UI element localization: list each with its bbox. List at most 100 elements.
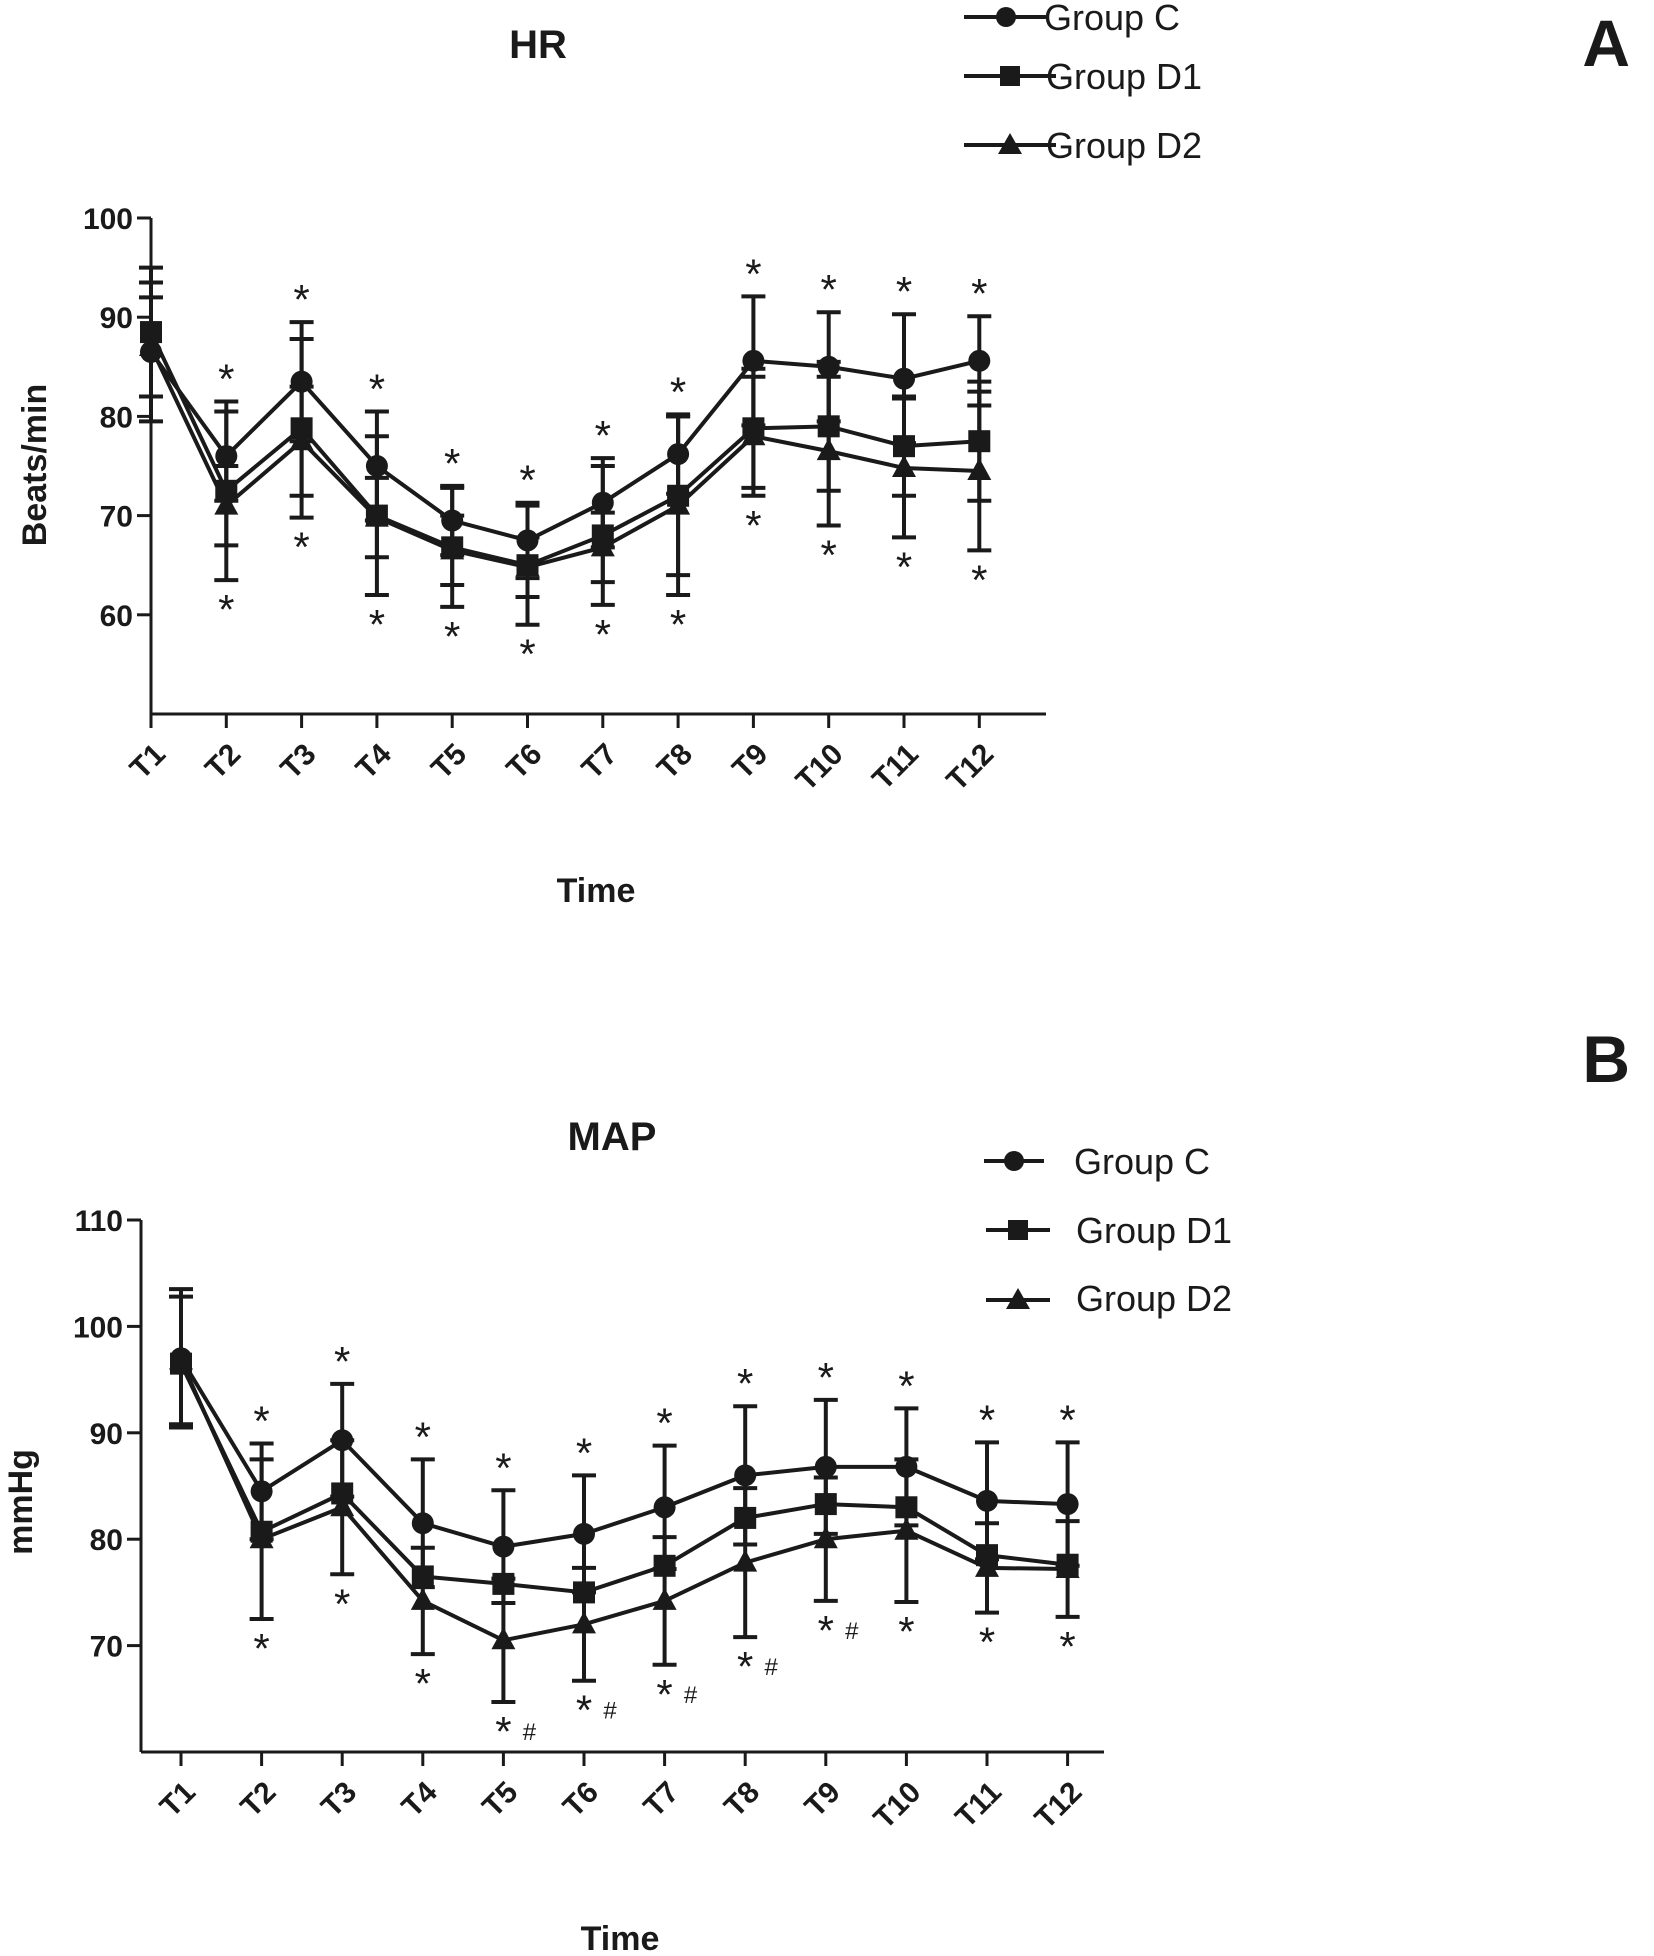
data-point	[741, 423, 766, 446]
legend-map: Group C Group D1 Group D2	[984, 1141, 1232, 1319]
significance-star: *	[218, 356, 234, 403]
legend-marker-group-c	[1004, 1151, 1024, 1171]
panel-map: B MAP Group C Group D1 Group D2 mmHg Tim…	[2, 1022, 1630, 1956]
x-axis-title-hr: Time	[557, 872, 636, 910]
significance-star: *	[737, 1643, 753, 1690]
significance-star: *	[821, 266, 837, 313]
significance-star: *	[656, 1671, 672, 1718]
series-line-group-c	[179, 1357, 1068, 1549]
chart-title-map: MAP	[568, 1115, 657, 1159]
legend-hr: Group C Group D1 Group D2	[964, 0, 1202, 166]
data-point	[365, 455, 388, 477]
data-point	[573, 1522, 595, 1545]
y-tick-label: 100	[73, 1311, 123, 1344]
data-point	[290, 370, 313, 393]
significance-hash: #	[845, 1618, 859, 1645]
significance-star: *	[979, 1396, 995, 1443]
legend-marker-group-d1	[1008, 1220, 1028, 1240]
data-point	[591, 491, 614, 514]
data-point	[1056, 1493, 1079, 1516]
y-tick-label: 90	[100, 302, 133, 335]
x-tick-label: T5	[425, 738, 473, 786]
significance-star: *	[576, 1429, 592, 1476]
legend-label-group-d1: Group D1	[1076, 1210, 1232, 1251]
panel-label-a: A	[1582, 6, 1630, 80]
series-line-group-c	[149, 350, 980, 543]
series-line-group-d1	[179, 1362, 1068, 1595]
data-point	[441, 509, 464, 532]
significance-star: *	[369, 601, 385, 648]
data-point	[814, 1493, 837, 1516]
x-tick-label: T7	[637, 1776, 685, 1824]
significance-star: *	[737, 1360, 753, 1407]
significance-star: *	[745, 250, 761, 297]
data-point	[215, 445, 238, 468]
y-tick-label: 70	[100, 501, 133, 534]
data-point	[289, 428, 314, 451]
significance-star: *	[818, 1607, 834, 1654]
series-line-group-d1	[149, 331, 980, 568]
data-point	[667, 443, 690, 466]
data-point	[652, 1587, 677, 1610]
legend-label-group-d1: Group D1	[1046, 56, 1202, 97]
significance-star: *	[444, 440, 460, 487]
data-point	[976, 1489, 998, 1512]
data-point	[516, 529, 539, 552]
data-point	[734, 1506, 757, 1529]
data-point	[817, 355, 840, 378]
x-tick-label: T3	[315, 1776, 363, 1824]
data-point	[814, 1455, 837, 1478]
significance-star: *	[971, 270, 987, 317]
significance-hash: #	[603, 1698, 617, 1725]
x-tick-label: T10	[790, 738, 850, 798]
data-point	[364, 504, 389, 527]
data-point	[491, 1627, 516, 1650]
x-tick-label: T6	[557, 1776, 605, 1824]
significance-star: *	[495, 1708, 511, 1755]
x-tick-label: T4	[396, 1775, 444, 1823]
significance-star: *	[218, 586, 234, 633]
x-tick-label: T3	[274, 738, 322, 786]
data-point	[733, 1549, 758, 1572]
data-point	[895, 1455, 918, 1478]
data-point	[734, 1464, 757, 1487]
significance-star: *	[656, 1400, 672, 1447]
x-tick-label: T6	[500, 738, 548, 786]
data-point	[215, 479, 238, 502]
panel-hr: A HR Group C Group D1 Group D2 Beats/min…	[16, 0, 1630, 910]
data-point	[411, 1565, 434, 1588]
significance-hash: #	[765, 1654, 779, 1681]
data-point	[894, 1517, 919, 1540]
data-point	[895, 1496, 918, 1519]
significance-hash: #	[523, 1719, 537, 1746]
significance-star: *	[293, 524, 309, 571]
x-tick-label: T9	[799, 1776, 847, 1824]
significance-star: *	[898, 1608, 914, 1655]
significance-star: *	[519, 631, 535, 678]
data-point	[892, 454, 916, 477]
data-point	[653, 1554, 676, 1577]
x-tick-label: T11	[949, 1776, 1008, 1835]
data-point	[139, 333, 163, 356]
x-tick-label: T1	[124, 738, 172, 786]
y-axis-title-hr: Beats/min	[16, 384, 54, 547]
data-point	[967, 457, 992, 480]
data-point	[968, 430, 991, 453]
data-point	[331, 1429, 354, 1452]
data-point	[893, 435, 915, 458]
x-tick-label: T5	[476, 1776, 524, 1824]
panel-label-b: B	[1582, 1022, 1630, 1096]
x-tick-label: T8	[651, 738, 699, 786]
significance-star: *	[253, 1625, 269, 1672]
data-point	[515, 554, 540, 577]
significance-star: *	[670, 601, 686, 648]
data-point	[1055, 1555, 1080, 1578]
significance-star: *	[334, 1580, 350, 1627]
y-tick-label: 60	[100, 600, 133, 633]
significance-star: *	[415, 1413, 431, 1460]
significance-star: *	[519, 457, 535, 504]
data-point	[492, 1572, 515, 1595]
legend-marker-group-d2	[998, 133, 1022, 154]
legend-marker-group-d1	[1000, 66, 1020, 86]
